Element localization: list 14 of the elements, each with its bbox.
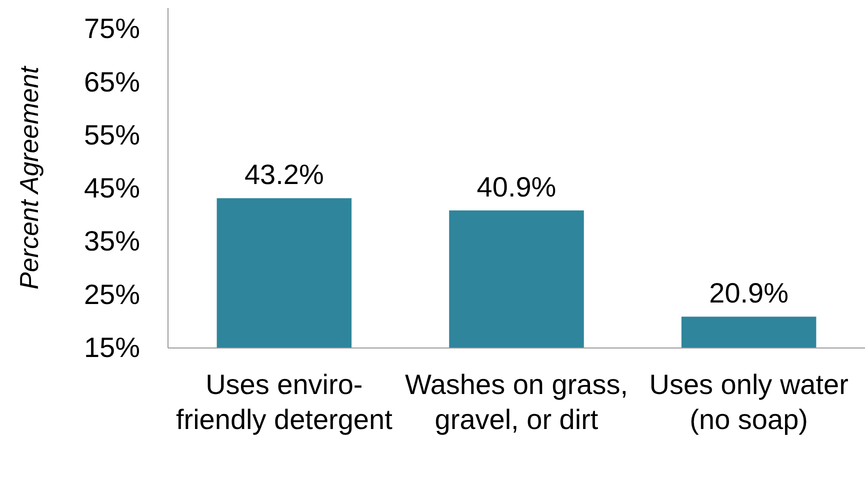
y-tick-label: 15% <box>84 332 140 363</box>
x-tick-label: Washes on grass, gravel, or dirt <box>404 369 628 435</box>
y-axis-title: Percent Agreement <box>14 64 44 290</box>
y-tick-label: 35% <box>84 226 140 257</box>
data-label: 20.9% <box>709 278 789 309</box>
y-tick-label: 45% <box>84 172 140 204</box>
data-label: 40.9% <box>476 171 556 202</box>
data-label: 43.2% <box>244 159 324 190</box>
y-tick-label: 25% <box>84 278 140 310</box>
y-tick-label: 75% <box>84 13 140 44</box>
x-tick-label: Uses enviro-friendly detergent <box>176 369 393 435</box>
y-tick-label: 55% <box>84 119 140 150</box>
x-tick-label: Uses only water (no soap) <box>649 369 848 435</box>
y-tick-label: 65% <box>84 66 140 98</box>
